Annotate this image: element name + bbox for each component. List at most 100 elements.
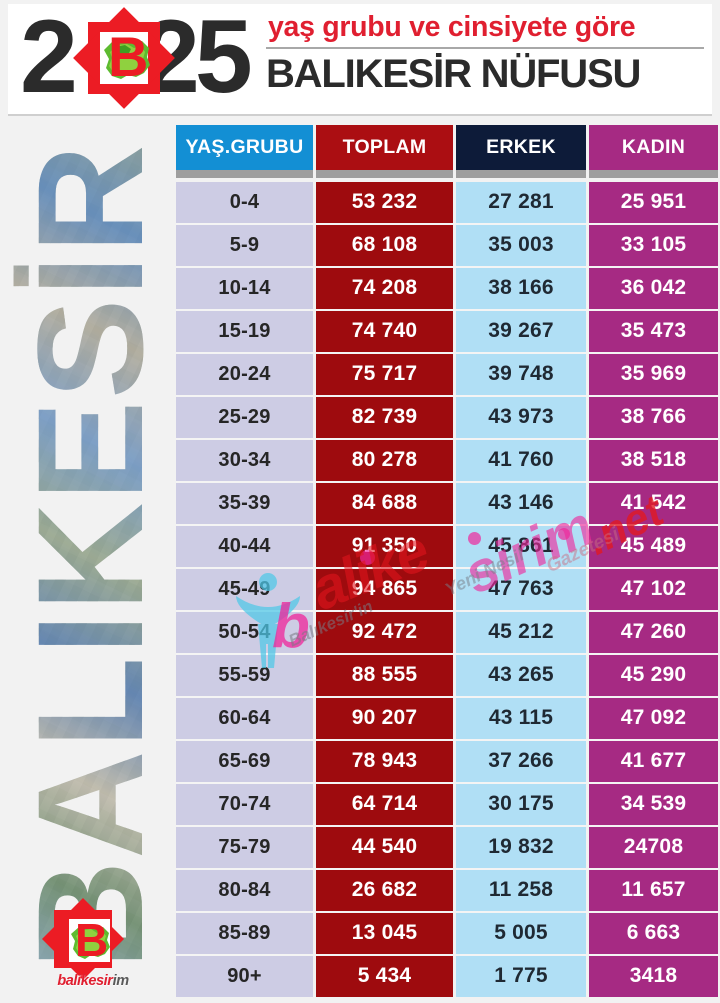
row-separator xyxy=(176,437,718,440)
cell-female: 11 657 xyxy=(589,870,718,911)
table-row: 45-49 94 865 47 763 47 102 xyxy=(176,569,718,610)
header-gap xyxy=(176,178,718,182)
cell-age-group: 20-24 xyxy=(176,354,313,395)
cell-total: 44 540 xyxy=(316,827,453,868)
page-header: 2 25 B yaş grubu ve cinsiyete göre BALIK… xyxy=(8,2,712,116)
cell-female: 33 105 xyxy=(589,225,718,266)
cell-age-group: 40-44 xyxy=(176,526,313,567)
column-header-age-group[interactable]: YAŞ.GRUBU xyxy=(176,125,313,170)
cell-female: 41 677 xyxy=(589,741,718,782)
cell-male: 37 266 xyxy=(456,741,586,782)
cell-age-group: 60-64 xyxy=(176,698,313,739)
cell-age-group: 90+ xyxy=(176,956,313,997)
cell-total: 91 350 xyxy=(316,526,453,567)
cell-age-group: 35-39 xyxy=(176,483,313,524)
cell-female: 41 542 xyxy=(589,483,718,524)
cell-age-group: 25-29 xyxy=(176,397,313,438)
row-separator xyxy=(176,222,718,225)
footer-logo-word-grey: im xyxy=(112,973,130,989)
row-separator xyxy=(176,609,718,612)
cell-female: 45 290 xyxy=(589,655,718,696)
cell-male: 39 748 xyxy=(456,354,586,395)
column-header-total[interactable]: TOPLAM xyxy=(316,125,453,170)
cell-male: 47 763 xyxy=(456,569,586,610)
header-shadow-strip xyxy=(176,170,718,178)
balikesirim-footer-logo: B balikesirim xyxy=(41,897,140,993)
table-row: 40-44 91 350 45 861 45 489 xyxy=(176,526,718,567)
cell-total: 92 472 xyxy=(316,612,453,653)
column-header-male[interactable]: ERKEK xyxy=(456,125,586,170)
table-row: 90+ 5 434 1 775 3418 xyxy=(176,956,718,997)
table-header-row: YAŞ.GRUBU TOPLAM ERKEK KADIN xyxy=(176,125,718,170)
cell-age-group: 65-69 xyxy=(176,741,313,782)
cell-female: 6 663 xyxy=(589,913,718,954)
cell-total: 75 717 xyxy=(316,354,453,395)
cell-female: 36 042 xyxy=(589,268,718,309)
balikesir-map-icon xyxy=(104,39,150,79)
cell-female: 38 766 xyxy=(589,397,718,438)
table-row: 0-4 53 232 27 281 25 951 xyxy=(176,182,718,223)
table-row: 5-9 68 108 35 003 33 105 xyxy=(176,225,718,266)
cell-male: 35 003 xyxy=(456,225,586,266)
cell-age-group: 10-14 xyxy=(176,268,313,309)
table-row: 30-34 80 278 41 760 38 518 xyxy=(176,440,718,481)
cell-total: 82 739 xyxy=(316,397,453,438)
table-row: 75-79 44 540 19 832 24708 xyxy=(176,827,718,868)
cell-total: 26 682 xyxy=(316,870,453,911)
cell-total: 64 714 xyxy=(316,784,453,825)
cell-age-group: 55-59 xyxy=(176,655,313,696)
footer-map-icon xyxy=(71,925,110,959)
cell-total: 78 943 xyxy=(316,741,453,782)
table-row: 35-39 84 688 43 146 41 542 xyxy=(176,483,718,524)
row-separator xyxy=(176,781,718,784)
year-logo-block: 2 25 B xyxy=(20,2,265,112)
cell-male: 45 861 xyxy=(456,526,586,567)
cell-female: 35 473 xyxy=(589,311,718,352)
cell-age-group: 15-19 xyxy=(176,311,313,352)
header-shadow-female xyxy=(589,170,718,178)
row-separator xyxy=(176,824,718,827)
cell-total: 53 232 xyxy=(316,182,453,223)
cell-total: 74 740 xyxy=(316,311,453,352)
cell-female: 45 489 xyxy=(589,526,718,567)
row-separator xyxy=(176,351,718,354)
cell-total: 94 865 xyxy=(316,569,453,610)
cell-female: 47 092 xyxy=(589,698,718,739)
cell-male: 43 146 xyxy=(456,483,586,524)
table-row: 20-24 75 717 39 748 35 969 xyxy=(176,354,718,395)
cell-total: 84 688 xyxy=(316,483,453,524)
year-digit-left: 2 xyxy=(20,0,78,115)
cell-total: 5 434 xyxy=(316,956,453,997)
header-shadow-male xyxy=(456,170,586,178)
footer-logo-wordmark: balikesirim xyxy=(50,973,136,989)
header-subtitle: yaş grubu ve cinsiyete göre xyxy=(268,11,636,43)
table-row: 25-29 82 739 43 973 38 766 xyxy=(176,397,718,438)
cell-age-group: 85-89 xyxy=(176,913,313,954)
table-row: 60-64 90 207 43 115 47 092 xyxy=(176,698,718,739)
cell-age-group: 45-49 xyxy=(176,569,313,610)
cell-total: 88 555 xyxy=(316,655,453,696)
cell-age-group: 5-9 xyxy=(176,225,313,266)
cell-male: 27 281 xyxy=(456,182,586,223)
column-header-female[interactable]: KADIN xyxy=(589,125,718,170)
cell-male: 43 973 xyxy=(456,397,586,438)
table-row: 65-69 78 943 37 266 41 677 xyxy=(176,741,718,782)
cell-female: 25 951 xyxy=(589,182,718,223)
cell-male: 11 258 xyxy=(456,870,586,911)
cell-male: 43 265 xyxy=(456,655,586,696)
row-separator xyxy=(176,394,718,397)
cell-total: 80 278 xyxy=(316,440,453,481)
cell-female: 24708 xyxy=(589,827,718,868)
cell-age-group: 0-4 xyxy=(176,182,313,223)
row-separator xyxy=(176,953,718,956)
cell-age-group: 75-79 xyxy=(176,827,313,868)
cell-male: 30 175 xyxy=(456,784,586,825)
cell-age-group: 80-84 xyxy=(176,870,313,911)
cell-female: 47 102 xyxy=(589,569,718,610)
table-body: 0-4 53 232 27 281 25 951 5-9 68 108 35 003 33 1… xyxy=(176,182,718,997)
cell-male: 1 775 xyxy=(456,956,586,997)
cell-male: 38 166 xyxy=(456,268,586,309)
cell-male: 45 212 xyxy=(456,612,586,653)
population-table: YAŞ.GRUBU TOPLAM ERKEK KADIN 0-4 53 232 27… xyxy=(176,125,718,1003)
